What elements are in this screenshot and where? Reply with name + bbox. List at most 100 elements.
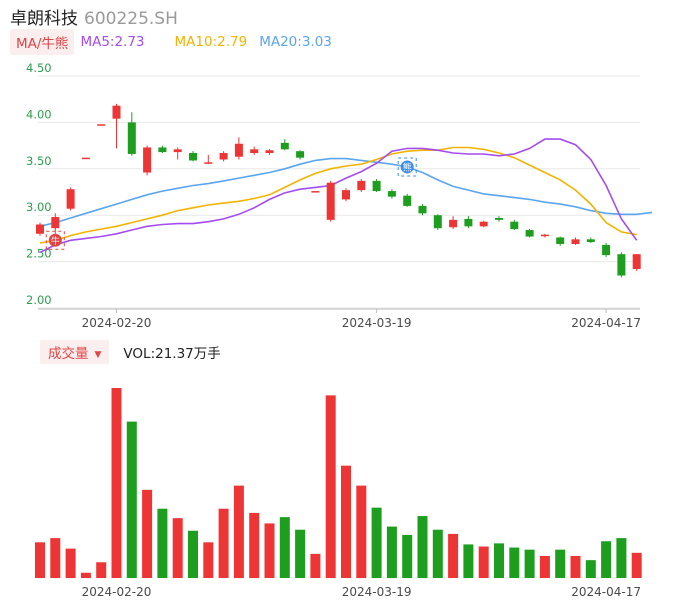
caret-down-icon: ▼	[94, 350, 102, 360]
candle-body	[189, 153, 197, 161]
stock-code: 600225.SH	[84, 9, 178, 29]
volume-bar	[188, 530, 198, 578]
candle-body	[250, 149, 259, 154]
volume-bar	[325, 395, 336, 578]
volume-bar	[570, 555, 581, 578]
candle-body	[403, 195, 412, 206]
volume-bar	[539, 555, 550, 578]
volume-bar	[448, 533, 459, 578]
candle-body	[280, 142, 289, 150]
candle-body	[296, 151, 305, 158]
volume-legend: 成交量 ▼ VOL:21.37万手	[40, 340, 221, 364]
bear-marker-icon	[400, 160, 414, 174]
volume-x-tick-label: 2024-03-19	[342, 585, 412, 599]
ma5-line	[39, 138, 638, 254]
ma20-line	[39, 157, 653, 228]
price-x-tick-label: 2024-02-20	[82, 316, 152, 330]
volume-bar	[417, 516, 428, 578]
volume-chip-label: 成交量	[48, 346, 89, 362]
candle-body	[433, 215, 442, 229]
candle-body	[81, 157, 90, 160]
volume-bar	[111, 388, 122, 578]
price-y-tick-label: 3.00	[26, 200, 52, 214]
candle-body	[357, 180, 366, 191]
volume-bar	[295, 529, 306, 578]
volume-bar	[463, 544, 474, 578]
volume-bar	[80, 572, 91, 578]
candle-body	[219, 153, 228, 160]
volume-bar	[279, 517, 290, 578]
volume-bar	[616, 538, 627, 578]
volume-bar	[386, 526, 397, 578]
volume-bar	[371, 507, 382, 578]
ma10-line	[39, 146, 637, 244]
volume-bar	[509, 547, 520, 578]
volume-bar	[249, 512, 260, 578]
price-x-tick-label: 2024-04-17	[571, 316, 641, 330]
candle-body	[234, 143, 243, 157]
volume-bar	[65, 548, 76, 578]
candle-body	[112, 105, 121, 119]
ma5-legend: MA5:2.73	[80, 34, 145, 50]
volume-bar	[494, 543, 504, 578]
volume-bar	[310, 553, 321, 578]
candle-body	[571, 239, 580, 244]
volume-bar	[432, 529, 443, 578]
candle-body	[479, 221, 488, 227]
candle-body	[265, 150, 274, 154]
stock-name: 卓朗科技	[10, 9, 78, 29]
bull-marker-icon	[48, 233, 62, 247]
candle-body	[127, 122, 136, 154]
ma-indicator-chip[interactable]: MA/牛熊	[10, 29, 75, 55]
volume-bar	[218, 508, 229, 578]
volume-bar	[601, 541, 612, 578]
candle-body	[586, 239, 595, 243]
volume-value: VOL:21.37万手	[123, 346, 221, 362]
stock-title: 卓朗科技 600225.SH	[10, 4, 178, 29]
candle-body	[617, 254, 626, 276]
candle-body	[158, 147, 167, 153]
volume-bar	[402, 534, 413, 578]
candle-body	[632, 254, 641, 270]
volume-x-tick-label: 2024-02-20	[82, 585, 152, 599]
candle-body	[556, 237, 565, 244]
candle-body	[449, 219, 458, 228]
bull-marker-label: 牛	[51, 235, 60, 247]
volume-x-tick-label: 2024-04-17	[571, 585, 641, 599]
volume-bar	[524, 549, 535, 578]
candle-body	[525, 230, 534, 237]
volume-bar	[341, 465, 351, 578]
volume-bar	[233, 485, 244, 578]
ma10-legend: MA10:2.79	[174, 34, 248, 50]
candle-body	[51, 217, 60, 229]
bull-marker-frame	[45, 230, 65, 250]
candle-body	[204, 162, 213, 164]
price-y-tick-label: 4.50	[26, 61, 52, 75]
volume-bar	[35, 542, 45, 578]
volume-bar	[50, 538, 61, 578]
price-y-tick-label: 4.00	[26, 107, 52, 121]
candle-body	[372, 180, 381, 192]
candle-body	[66, 189, 75, 209]
candle-body	[342, 190, 350, 200]
candle-body	[418, 205, 427, 214]
candle-body	[510, 221, 519, 230]
volume-bar	[585, 560, 596, 578]
volume-bar	[356, 485, 367, 578]
volume-bar	[478, 546, 489, 578]
volume-bar	[203, 542, 214, 578]
candle-body	[97, 124, 106, 126]
candle-body	[173, 149, 182, 153]
volume-indicator-chip[interactable]: 成交量 ▼	[40, 340, 110, 364]
volume-bar	[555, 549, 566, 578]
candle-body	[540, 234, 549, 237]
candle-body	[36, 224, 44, 234]
price-y-tick-label: 3.50	[26, 154, 52, 168]
volume-bar	[631, 552, 642, 578]
volume-bar	[142, 489, 153, 578]
bear-marker-label: 熊	[403, 161, 412, 173]
price-y-tick-label: 2.00	[26, 293, 52, 307]
volume-bar	[157, 508, 168, 578]
volume-bar	[96, 562, 107, 578]
